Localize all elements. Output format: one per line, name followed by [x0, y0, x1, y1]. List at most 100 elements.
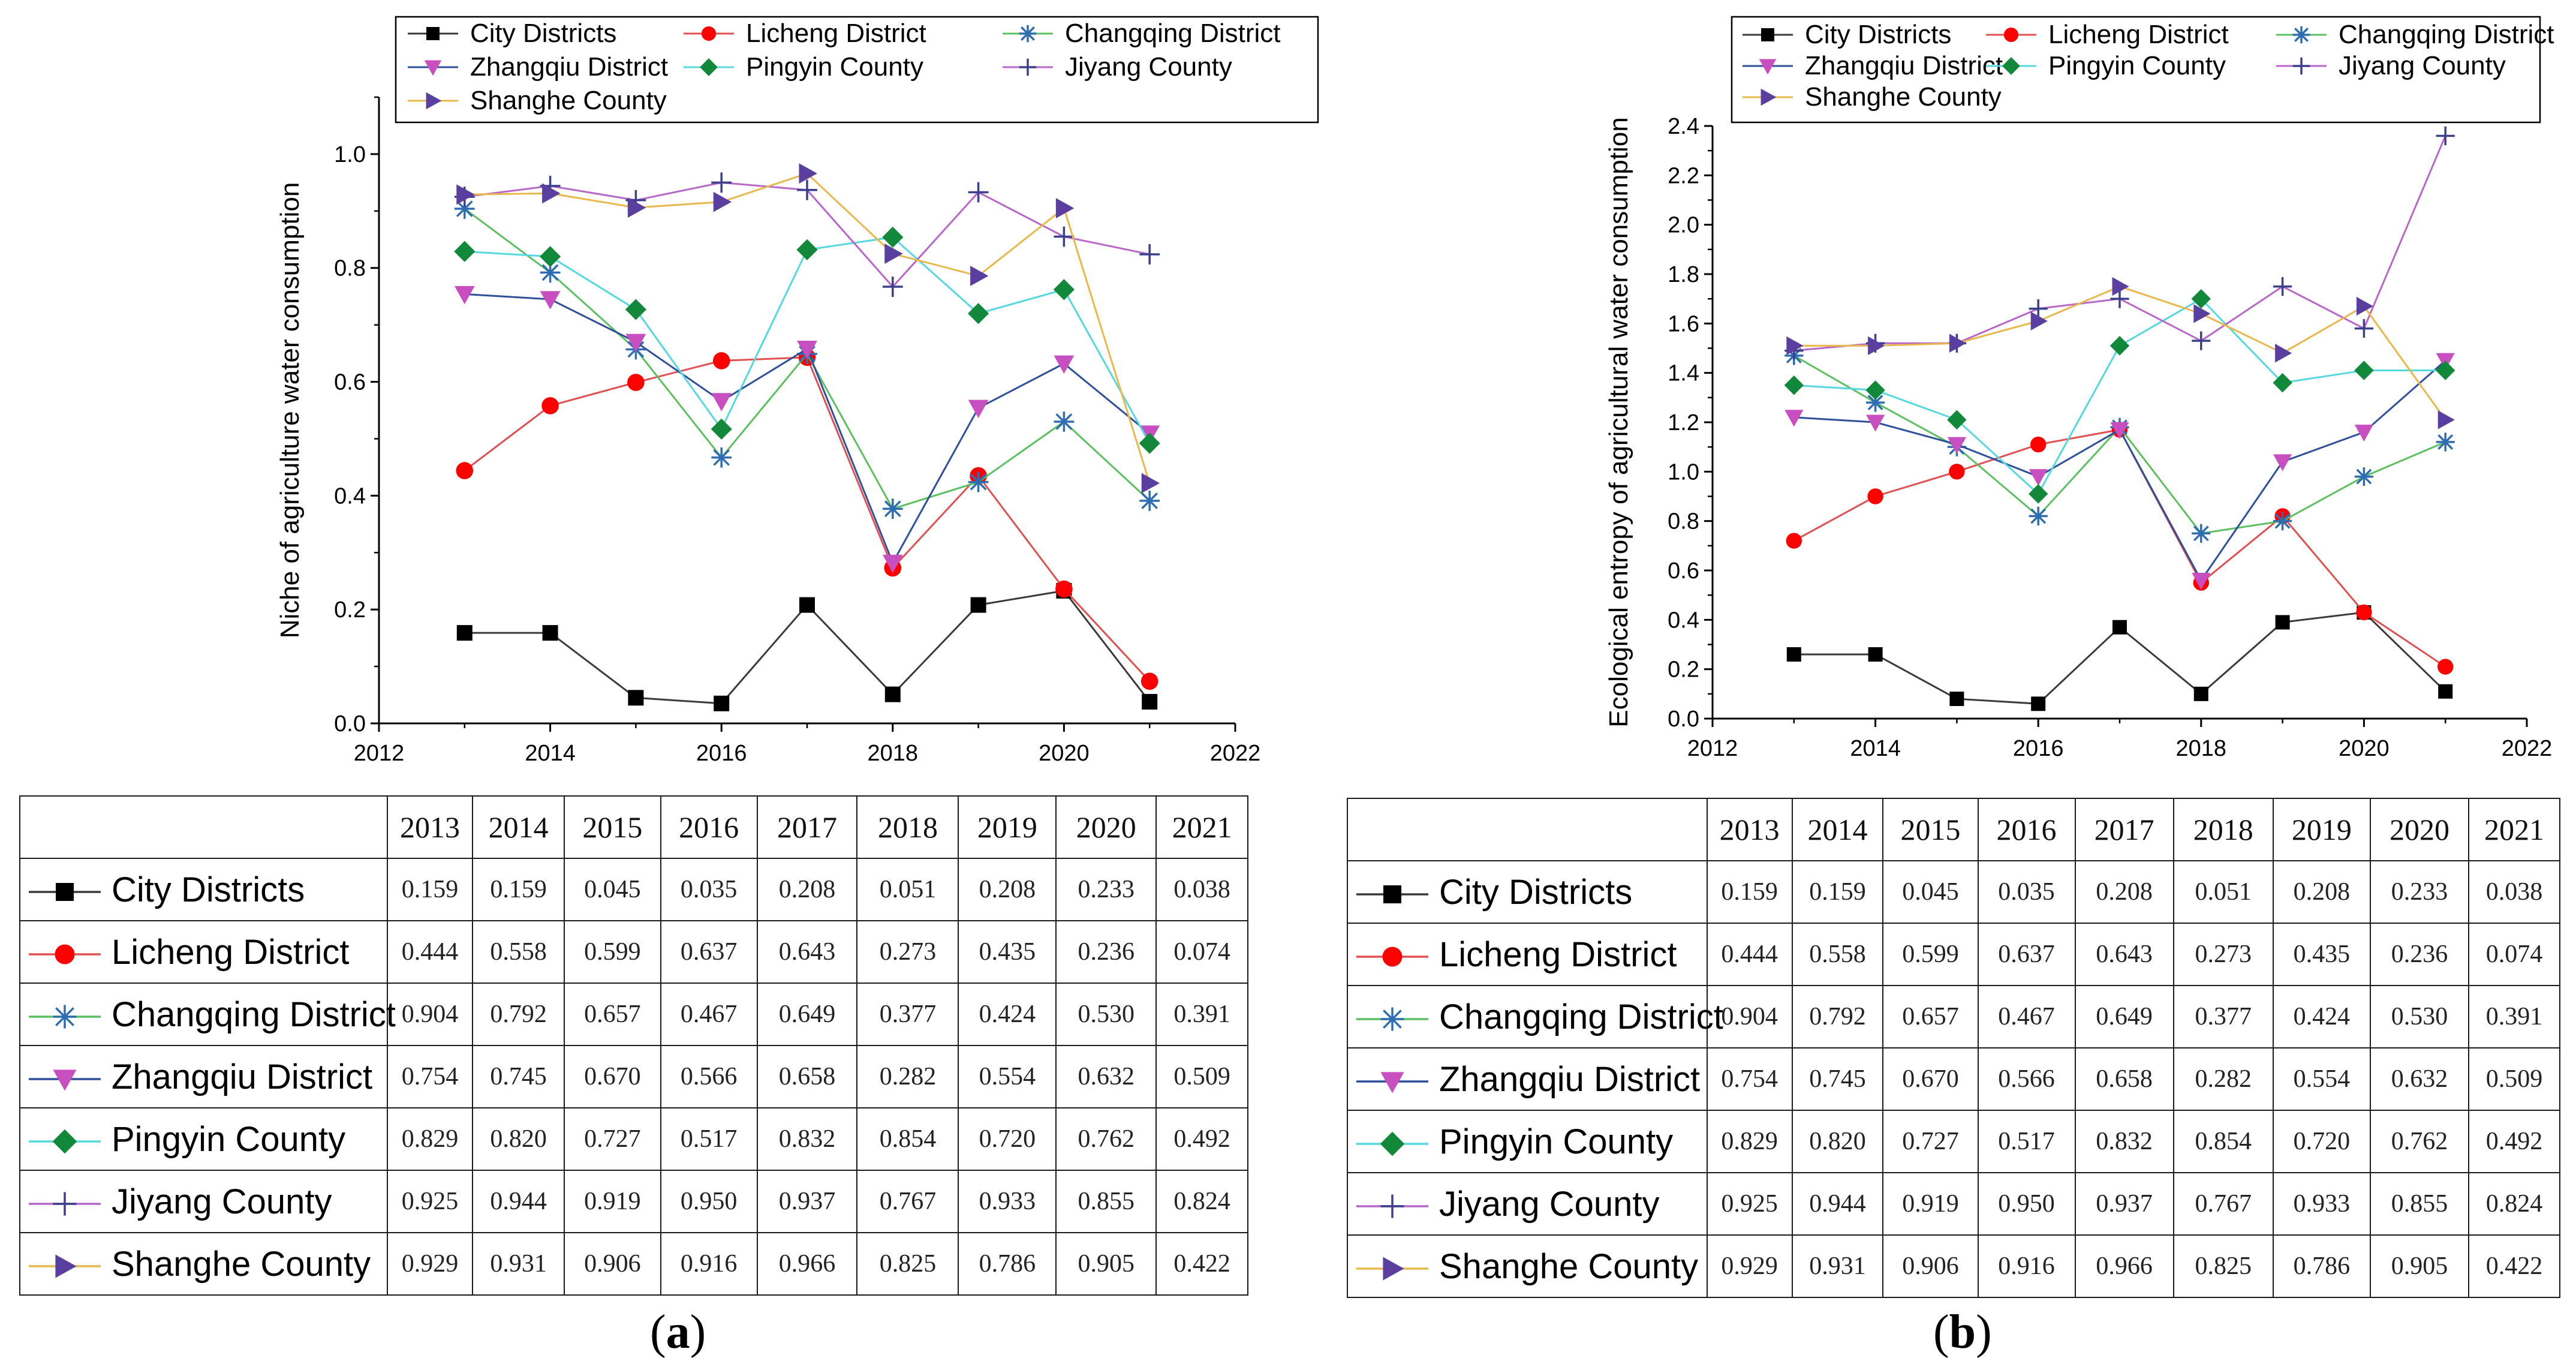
table-legend-icon-jiyang-county [1356, 1194, 1428, 1218]
chart-a-legend-label: Jiyang County [1065, 52, 1232, 82]
chart-a-legend-label: Zhangqiu District [470, 52, 668, 82]
chart-a-point-changqing-district [968, 471, 989, 492]
table-cell: 0.658 [2074, 1047, 2174, 1111]
chart-b-point-city-districts [2031, 696, 2046, 711]
table-cell: 0.159 [386, 858, 474, 921]
chart-b-point-pingyin-county [1947, 410, 1967, 430]
table-cell: 0.670 [1882, 1047, 1979, 1111]
chart-b-line-zhangqiu-district [1793, 359, 2446, 582]
table-cell: 0.904 [1706, 985, 1793, 1048]
table-cell: 0.566 [660, 1045, 758, 1108]
chart-b-point-city-districts [2438, 684, 2453, 699]
table-cell: 0.643 [756, 920, 858, 984]
table-row-label: Jiyang County [112, 1182, 332, 1221]
table-cell: 0.937 [2074, 1172, 2174, 1236]
chart-b-legend-marker [2002, 57, 2020, 75]
chart-a-point-shanghe-county [1055, 198, 1075, 218]
chart-b-point-pingyin-county [1784, 375, 1804, 395]
chart-b-ytick-label: 0.6 [1668, 558, 1699, 584]
chart-a-point-changqing-district [882, 498, 903, 519]
table-legend-icon-jiyang-county [29, 1192, 101, 1216]
table-cell: 0.159 [1706, 860, 1793, 924]
chart-b-point-city-districts [2275, 615, 2290, 630]
chart-b-point-pingyin-county [2191, 289, 2211, 309]
chart-a-point-jiyang-county [797, 179, 817, 200]
table-year-header: 2018 [2172, 798, 2274, 861]
table-legend-marker [1383, 885, 1401, 904]
table-cell: 0.282 [856, 1045, 959, 1108]
chart-b-series-changqing-district [1784, 346, 2455, 543]
table-cell: 0.530 [2369, 985, 2470, 1048]
chart-b-legend-box [1731, 16, 2541, 124]
chart-b-point-zhangqiu-district [1784, 410, 1804, 427]
chart-b-point-zhangqiu-district [2192, 572, 2211, 590]
table-cell: 0.273 [2172, 923, 2274, 986]
table-year-header: 2018 [856, 795, 959, 859]
chart-b-legend-marker [1761, 88, 1777, 106]
table-row: City Districts 0.159 0.159 0.045 0.035 0.208 0… [1347, 860, 2560, 924]
table-header-row: 2013 2014 2015 2016 2017 2018 2019 2020 2021 [19, 795, 1248, 859]
table-year-header: 2020 [2369, 798, 2470, 861]
chart-b-legend-marker [1759, 59, 1777, 75]
table-cell: 0.929 [1706, 1234, 1793, 1298]
table-cell: 0.904 [386, 983, 474, 1046]
chart-a-series-shanghe-county [456, 163, 1160, 494]
chart-b-legend-marker [2292, 57, 2310, 75]
table-year-header: 2019 [2272, 798, 2371, 861]
chart-b-point-shanghe-county [2356, 296, 2373, 316]
table-cell: 0.925 [1706, 1172, 1793, 1236]
chart-a-legend-marker [701, 26, 717, 41]
chart-a-point-licheng-district [541, 397, 559, 414]
table-row: Jiyang County 0.925 0.944 0.919 0.950 0.937 0.… [1347, 1172, 2560, 1236]
chart-a-point-jiyang-county [882, 277, 903, 297]
chart-a-xtick-label: 2018 [868, 741, 919, 766]
chart-a-legend-label: Licheng District [746, 19, 926, 48]
table-year-header: 2014 [472, 795, 565, 859]
chart-a-point-pingyin-county [711, 418, 732, 440]
table-row-head-jiyang-county: Jiyang County [1347, 1172, 1708, 1236]
chart-a-series-jiyang-county [454, 172, 1160, 297]
chart-b-series-city-districts [1786, 605, 2453, 711]
chart-b-series-jiyang-county [1784, 126, 2455, 360]
chart-b-legend-label: Jiyang County [2339, 51, 2506, 80]
table-cell: 0.919 [1882, 1172, 1979, 1236]
chart-a-point-licheng-district [712, 352, 730, 369]
table-cell: 0.916 [1977, 1234, 2076, 1298]
chart-a-series-pingyin-county [454, 226, 1160, 454]
chart-a-point-zhangqiu-district [797, 340, 817, 359]
chart-b-point-shanghe-county [2030, 311, 2048, 331]
table-cell: 0.637 [660, 920, 758, 984]
chart-b-point-shanghe-county [1868, 336, 1885, 355]
table-row-label: Pingyin County [112, 1119, 346, 1159]
table-legend-marker [1380, 1007, 1404, 1031]
chart-b-point-jiyang-county [2273, 277, 2292, 296]
table-cell: 0.159 [472, 858, 565, 921]
table-cell: 0.966 [756, 1232, 858, 1296]
chart-b-point-pingyin-county [2029, 484, 2048, 504]
chart-a-point-city-districts [884, 686, 901, 702]
chart-b-point-pingyin-county [2354, 360, 2374, 380]
chart-b-point-zhangqiu-district [2273, 454, 2292, 471]
table-cell: 0.931 [1791, 1234, 1884, 1298]
table-year-header: 2015 [563, 795, 661, 859]
chart-a-ylabel: Niche of agriculture water consumption [275, 182, 305, 639]
chart-a-series-licheng-district [456, 348, 1158, 690]
chart-b: 2012 2014 2016 2018 2020 2022 0.0 0.2 0.4 0.6 0.8 1… [1604, 16, 2554, 761]
chart-b-ytick-label: 2.2 [1668, 163, 1699, 188]
table-row-label: Zhangqiu District [1439, 1059, 1701, 1099]
table-row-label: City Districts [1439, 872, 1633, 912]
chart-b-point-shanghe-county [2112, 277, 2129, 296]
table-row-head-licheng-district: Licheng District [19, 920, 388, 984]
table-cell: 0.051 [2172, 860, 2274, 924]
table-year-header: 2021 [2468, 798, 2560, 861]
table-cell: 0.906 [1882, 1234, 1979, 1298]
chart-a-point-zhangqiu-district [882, 554, 903, 573]
table-cell: 0.282 [2172, 1047, 2274, 1111]
table-row-head-changqing-district: Changqing District [1347, 985, 1723, 1048]
chart-b-line-pingyin-county [1793, 298, 2446, 495]
chart-b-legend-label: City Districts [1805, 20, 1951, 49]
table-cell: 0.599 [1882, 923, 1979, 986]
chart-a-legend-label: City Districts [470, 19, 616, 48]
chart-a-point-zhangqiu-district [711, 393, 732, 411]
chart-b-point-zhangqiu-district [2029, 469, 2048, 486]
